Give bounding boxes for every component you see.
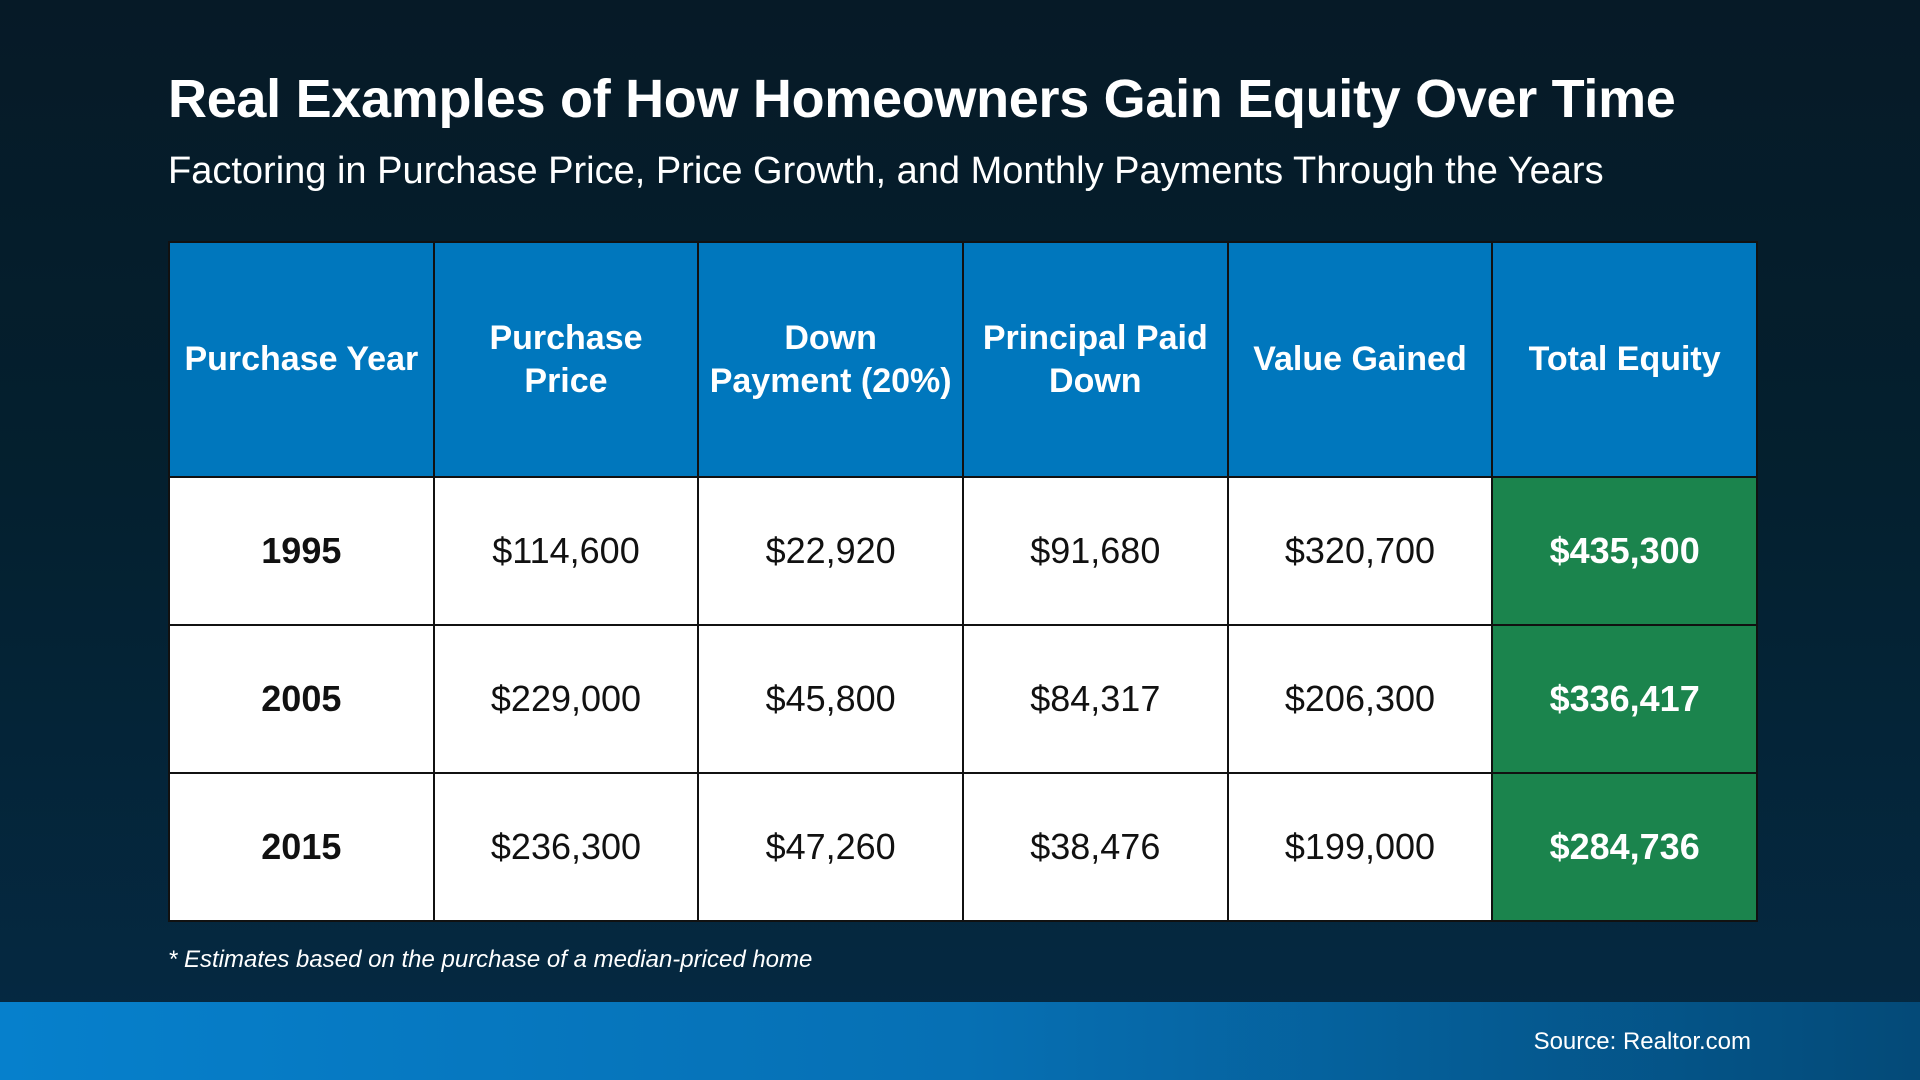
cell-value-gained: $206,300 (1226, 624, 1494, 774)
cell-principal: $91,680 (961, 476, 1229, 626)
source-label: Source: Realtor.com (1533, 1028, 1751, 1055)
cell-value-gained: $199,000 (1226, 772, 1494, 922)
page-subtitle: Factoring in Purchase Price, Price Growt… (168, 150, 1604, 192)
cell-down-payment: $22,920 (697, 476, 964, 626)
table-row: 2015 $236,300 $47,260 $38,476 $199,000 $… (168, 772, 1758, 922)
header-total-equity: Total Equity (1491, 241, 1758, 478)
header-purchase-price: Purchase Price (432, 241, 700, 478)
header-down-payment: Down Payment (20%) (697, 241, 964, 478)
cell-purchase-price: $229,000 (432, 624, 700, 774)
cell-down-payment: $45,800 (697, 624, 964, 774)
cell-down-payment: $47,260 (697, 772, 964, 922)
cell-total-equity: $336,417 (1491, 624, 1758, 774)
cell-total-equity: $435,300 (1491, 476, 1758, 626)
table-row: 2005 $229,000 $45,800 $84,317 $206,300 $… (168, 624, 1758, 774)
cell-purchase-price: $114,600 (432, 476, 700, 626)
table-header-row: Purchase Year Purchase Price Down Paymen… (168, 241, 1758, 478)
cell-principal: $84,317 (961, 624, 1229, 774)
cell-principal: $38,476 (961, 772, 1229, 922)
header-value-gained: Value Gained (1226, 241, 1494, 478)
cell-year: 2015 (168, 772, 435, 922)
table-row: 1995 $114,600 $22,920 $91,680 $320,700 $… (168, 476, 1758, 626)
cell-year: 2005 (168, 624, 435, 774)
page-title: Real Examples of How Homeowners Gain Equ… (168, 69, 1676, 129)
header-purchase-year: Purchase Year (168, 241, 435, 478)
header-principal-paid-down: Principal Paid Down (961, 241, 1229, 478)
cell-purchase-price: $236,300 (432, 772, 700, 922)
cell-year: 1995 (168, 476, 435, 626)
equity-table: Purchase Year Purchase Price Down Paymen… (168, 241, 1758, 922)
cell-total-equity: $284,736 (1491, 772, 1758, 922)
footnote: * Estimates based on the purchase of a m… (168, 946, 813, 973)
cell-value-gained: $320,700 (1226, 476, 1494, 626)
footer-bar (0, 1002, 1920, 1080)
